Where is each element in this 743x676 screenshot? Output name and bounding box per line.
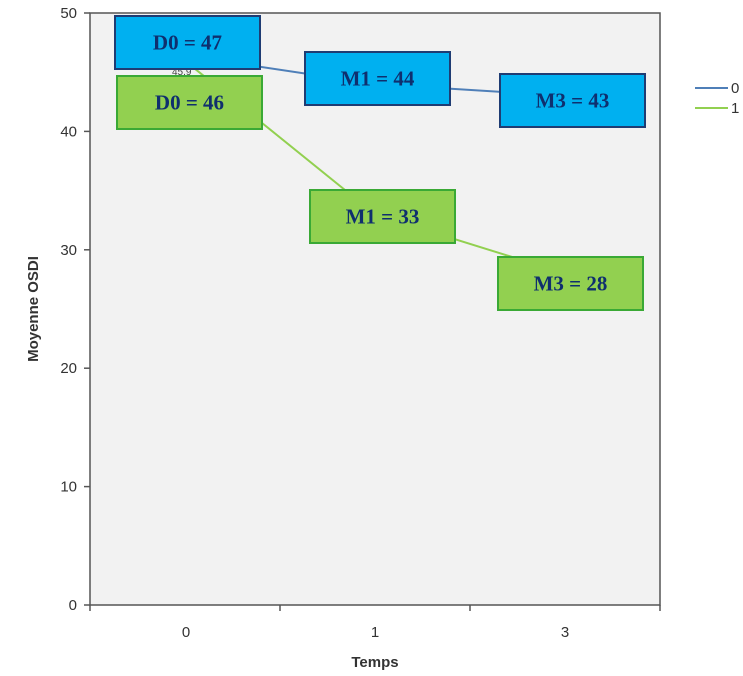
x-axis-title: Temps [351,654,398,671]
point-labels: 45.9 D0 = 47 M1 = 44 M3 = 43 D0 = 46 M1 = 33 M… [114,15,646,311]
y-tick-label: 20 [60,360,77,377]
x-tick-label: 0 [182,624,190,641]
x-axis: 0 1 3 [89,605,661,641]
x-tick-label: 3 [561,624,569,641]
data-label: D0 = 46 [155,91,224,115]
x-tick-label: 1 [371,624,379,641]
series-1-label-0: D0 = 46 [116,75,263,130]
series-1-label-2: M3 = 28 [497,256,644,311]
data-label: M1 = 44 [341,67,415,91]
series-1-hidden-value-label: 45.9 [172,67,192,78]
series-0-label-1: M1 = 44 [304,51,451,106]
legend-label-1: 1 [731,100,739,117]
legend-label-0: 0 [731,80,739,97]
series-0-label-0: D0 = 47 [114,15,261,70]
data-label: M1 = 33 [346,205,420,229]
label-box [116,75,263,130]
series-1-label-1: M1 = 33 [309,189,456,244]
label-box [499,73,646,128]
data-label: M3 = 28 [534,272,608,296]
y-tick-label: 10 [60,479,77,496]
label-box [304,51,451,106]
y-tick-label: 40 [60,123,77,140]
data-label: D0 = 47 [153,31,222,55]
y-tick-label: 50 [60,5,77,22]
data-label: M3 = 43 [536,89,610,113]
label-box [497,256,644,311]
label-box [309,189,456,244]
y-axis: 0 10 20 30 40 50 [60,5,90,614]
series-0-label-2: M3 = 43 [499,73,646,128]
y-axis-title: Moyenne OSDI [25,256,42,362]
y-tick-label: 30 [60,242,77,259]
label-box [114,15,261,70]
y-tick-label: 0 [69,597,77,614]
legend: 01 [695,80,739,117]
